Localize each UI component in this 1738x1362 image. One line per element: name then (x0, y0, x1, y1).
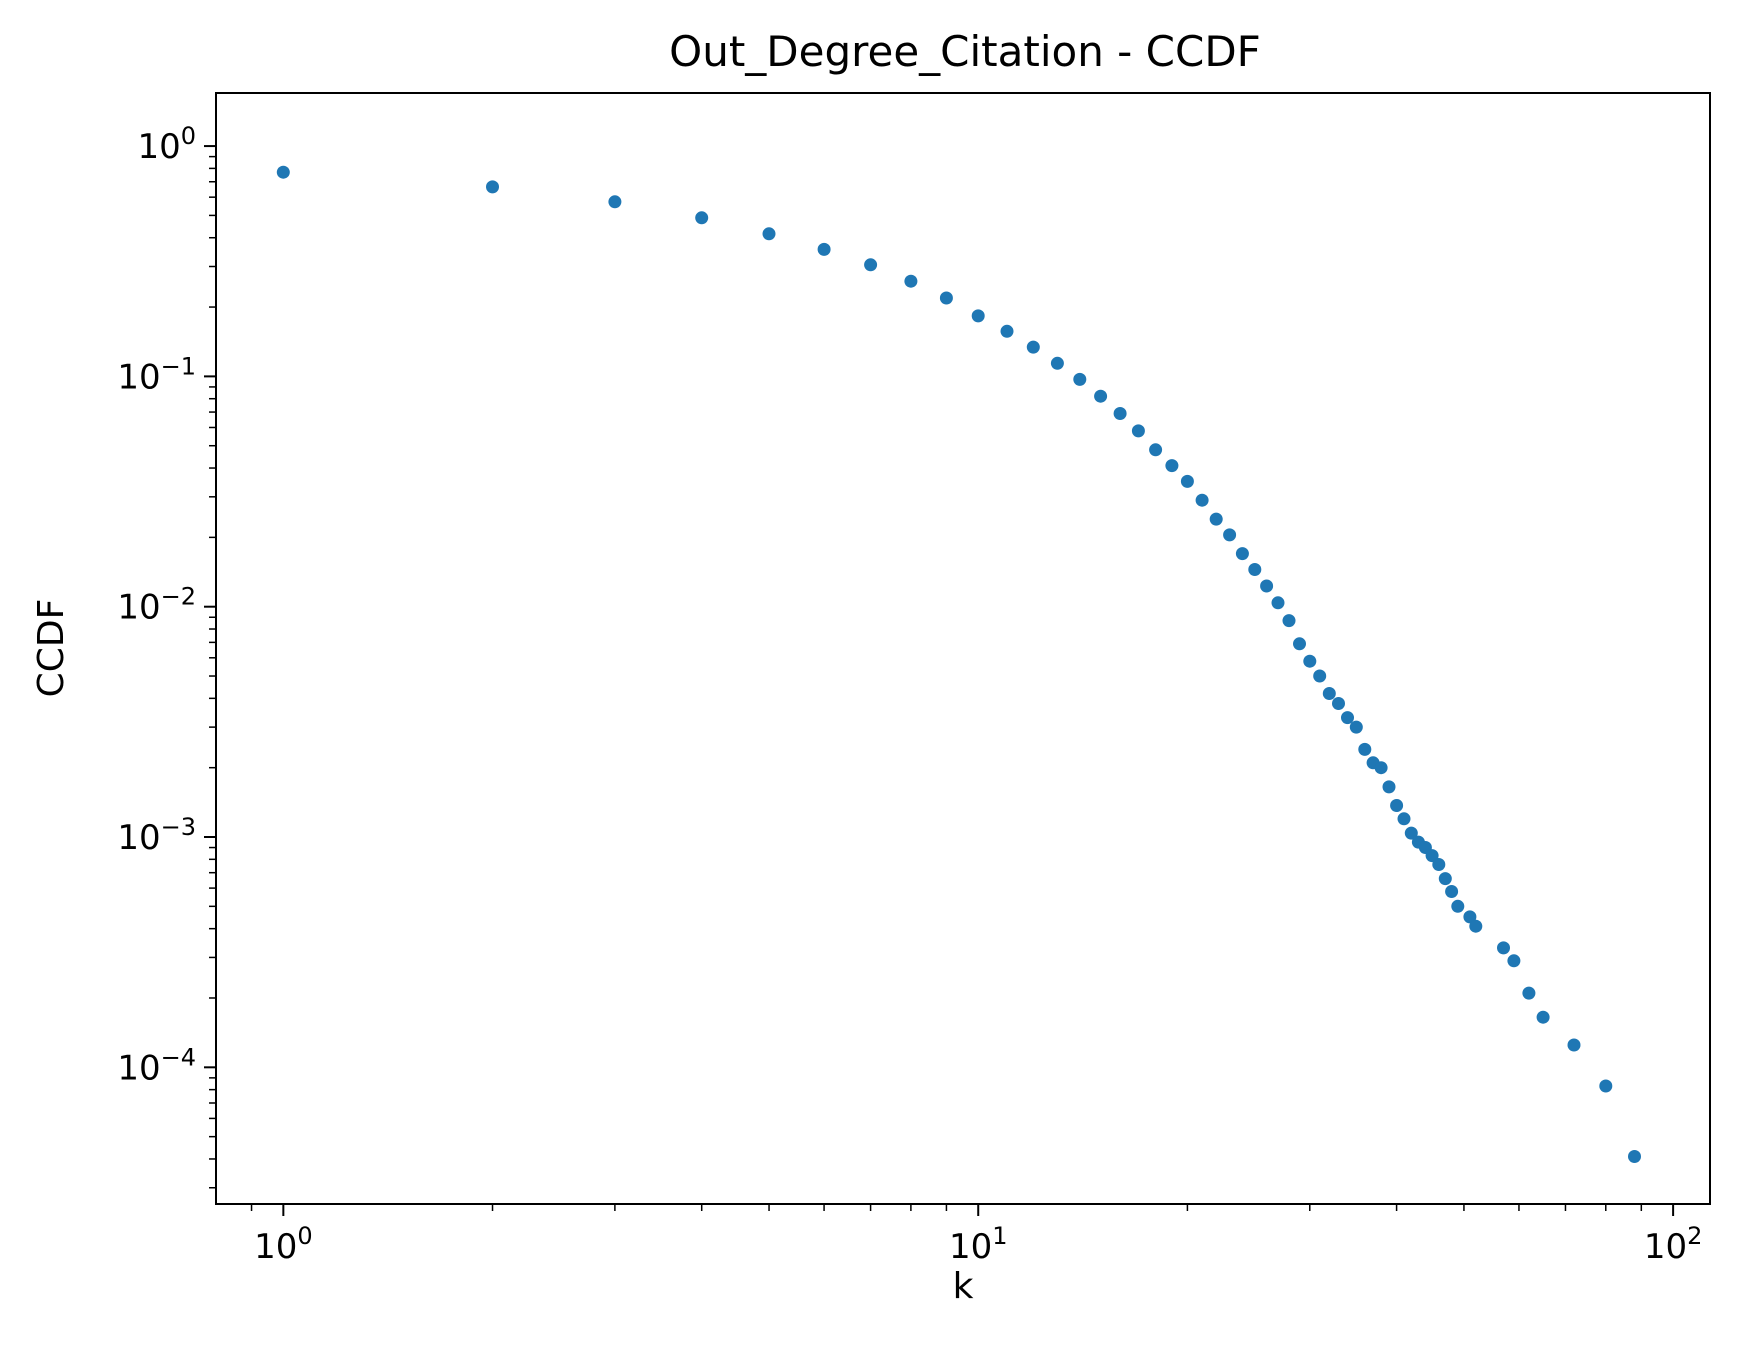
data-point (1567, 1038, 1581, 1052)
data-point (1445, 885, 1459, 898)
data-point (817, 242, 831, 256)
data-point (1195, 493, 1209, 507)
y-tick-label: 10−3 (117, 813, 196, 858)
data-point (762, 227, 776, 241)
data-point (904, 274, 918, 288)
y-tick-label: 100 (137, 122, 196, 167)
data-point (1425, 849, 1439, 863)
data-point (1349, 720, 1363, 734)
data-point (1463, 910, 1477, 924)
data-point (695, 211, 709, 225)
data-point (1260, 579, 1274, 593)
data-point (1026, 340, 1040, 354)
data-point (1358, 742, 1372, 756)
data-point (1374, 761, 1388, 775)
data-point (971, 309, 985, 323)
data-point (1073, 372, 1087, 386)
y-tick-label: 10−2 (117, 583, 196, 628)
data-point (1404, 826, 1418, 840)
data-point (1303, 654, 1317, 668)
x-axis-label: k (953, 1266, 974, 1307)
data-point (1235, 547, 1249, 561)
data-point (1271, 596, 1285, 610)
data-point (864, 258, 878, 272)
data-point (1248, 563, 1262, 576)
data-point (1390, 799, 1404, 812)
data-point (1165, 459, 1179, 473)
data-point (1438, 872, 1452, 886)
data-point (1497, 941, 1510, 955)
data-point (939, 291, 953, 305)
y-tick-label: 10−4 (117, 1043, 196, 1088)
data-point (1282, 614, 1296, 628)
data-point (486, 180, 499, 194)
data-point (1050, 356, 1064, 370)
data-point (1628, 1150, 1641, 1163)
x-tick-label: 101 (949, 1222, 1008, 1267)
data-point (608, 195, 622, 209)
data-point (1382, 780, 1396, 794)
x-tick-label: 102 (1644, 1222, 1703, 1267)
data-point (1599, 1079, 1613, 1093)
chart-title: Out_Degree_Citation - CCDF (669, 27, 1261, 76)
data-point (1209, 512, 1223, 526)
data-point (1113, 407, 1127, 420)
data-point (1507, 954, 1521, 968)
data-point (1451, 899, 1465, 913)
axis-ticks: 100 101 102 100 10−1 10−2 10−3 10−4 (117, 122, 1702, 1267)
y-tick-label: 10−1 (117, 352, 196, 397)
data-point (1397, 812, 1411, 826)
data-point (1522, 986, 1536, 1000)
data-point (1223, 528, 1237, 542)
x-tick-label: 100 (254, 1222, 313, 1267)
data-point (1131, 424, 1145, 438)
data-point (1180, 474, 1194, 488)
data-point (1149, 443, 1163, 457)
y-axis-label: CCDF (31, 599, 72, 698)
data-point (1000, 324, 1014, 338)
data-point (1341, 711, 1354, 725)
plot-frame (215, 92, 1711, 1205)
data-point (1536, 1010, 1550, 1024)
data-point (276, 165, 290, 179)
data-point (1432, 858, 1446, 871)
data-points (276, 165, 1641, 1163)
data-point (1293, 637, 1306, 651)
data-point (1332, 697, 1345, 710)
data-point (1313, 669, 1327, 683)
data-point (1322, 687, 1336, 700)
data-point (1469, 919, 1483, 933)
data-point (1094, 389, 1108, 403)
